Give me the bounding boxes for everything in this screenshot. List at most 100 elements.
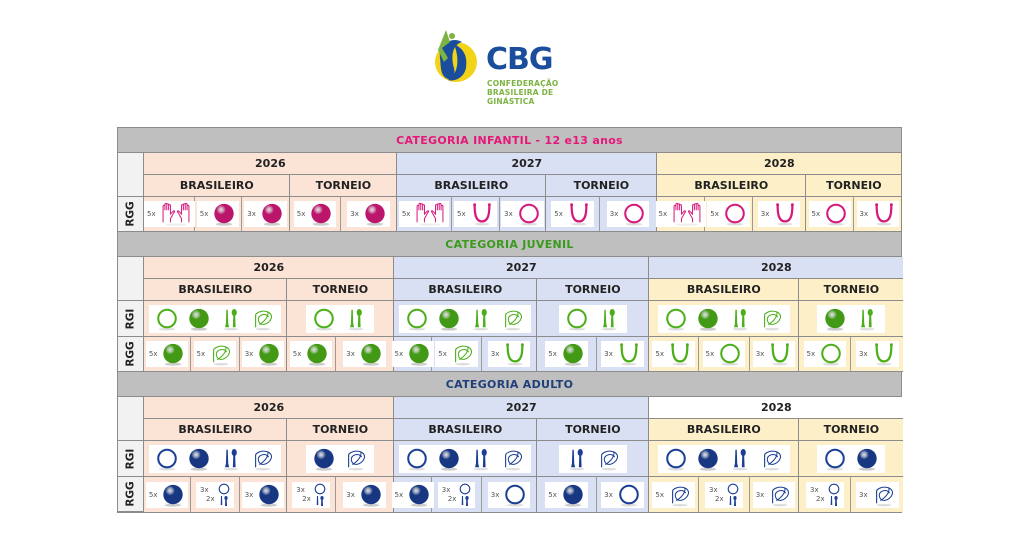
ball-icon	[407, 483, 431, 507]
rope-icon	[503, 342, 527, 366]
rgg-cell: 3x	[500, 197, 546, 231]
row-label-text: RGG	[124, 201, 137, 227]
ribbon-icon	[760, 307, 784, 331]
ball-tile: 3x	[244, 201, 287, 227]
rope-icon	[773, 202, 797, 226]
year-header-2028: 2028	[649, 397, 904, 419]
rope-tile: 5x	[453, 201, 497, 227]
ball-icon	[260, 202, 284, 226]
ball-icon	[437, 307, 461, 331]
ball-tile: 5x	[145, 341, 189, 367]
ball-tile: 5x	[289, 341, 333, 367]
row-label-rgi: RGI	[118, 441, 144, 477]
event-header-brasileiro: BRASILEIRO	[144, 175, 291, 197]
ball-icon	[561, 483, 585, 507]
individual-apparatus-tile	[657, 444, 790, 473]
rgg-cell: 3x	[336, 337, 393, 371]
rgg-group: 5x 3x	[537, 337, 650, 371]
ball-tile: 5x	[196, 201, 240, 227]
hoop-icon	[664, 307, 688, 331]
rgg-group: 3x 2x 3x	[287, 477, 395, 512]
rgg-cell: 5x	[287, 337, 336, 371]
clubs-icon	[728, 307, 752, 331]
rope-icon	[567, 202, 591, 226]
rope-icon	[872, 202, 896, 226]
ball-icon	[305, 342, 329, 366]
logo-subtitle-line: GINÁSTICA	[487, 97, 535, 106]
logo-title: CBG	[486, 42, 554, 77]
rgi-cell	[287, 441, 395, 476]
event-header-brasileiro: BRASILEIRO	[649, 419, 800, 441]
hoop-icon	[823, 447, 847, 471]
multiplier: 5x	[655, 490, 664, 499]
rgi-cell	[649, 441, 800, 476]
multiplier: 5x	[655, 350, 664, 358]
hoop-icon	[727, 483, 738, 494]
rgg-cell: 3x	[750, 477, 799, 512]
clubs-icon	[855, 307, 879, 331]
multiplier: 3x	[244, 350, 254, 358]
multiplier-clubs: 2x	[206, 494, 215, 503]
cbg-logo: CBG CONFEDERAÇÃO BRASILEIRA DE GINÁSTICA	[430, 22, 570, 112]
event-header-brasileiro: BRASILEIRO	[144, 419, 288, 441]
ribbon-icon	[597, 447, 621, 471]
multiplier-hoop: 3x	[810, 485, 819, 494]
year-header-2027: 2027	[397, 153, 658, 175]
rgg-cell: 3x	[851, 337, 903, 371]
logo-subtitle-line: BRASILEIRA DE	[487, 88, 554, 97]
ribbon-icon	[451, 342, 475, 366]
rope-icon	[617, 342, 641, 366]
year-header-2027: 2027	[394, 397, 650, 419]
rgg-group: 5x 5x 3x	[397, 197, 547, 231]
rgi-row	[144, 441, 904, 477]
rgi-cell	[394, 301, 538, 336]
hoop-tile: 5x	[702, 341, 746, 367]
category-header-adulto: CATEGORIA ADULTO	[118, 372, 901, 397]
rgi-row	[144, 301, 904, 337]
multiplier: 5x	[394, 350, 404, 358]
combo-icons	[314, 483, 326, 507]
rgi-cell	[799, 301, 904, 336]
event-header-brasileiro: BRASILEIRO	[144, 279, 288, 301]
rgg-cell: 3x	[240, 477, 287, 512]
ball-icon	[312, 447, 336, 471]
multiplier: 3x	[859, 490, 868, 499]
multiplier: 3x	[609, 210, 619, 218]
multiplier-clubs: 2x	[447, 494, 457, 503]
event-header-row: BRASILEIRO TORNEIO BRASILEIRO TORNEIO BRASIL…	[144, 419, 904, 441]
rgi-cell	[537, 441, 650, 476]
event-header-torneio: TORNEIO	[799, 419, 904, 441]
rgg-group: 5x 3x 2x 3x	[649, 477, 800, 512]
category-header-juvenil: CATEGORIA JUVENIL	[118, 232, 901, 257]
ribbon-tile: 5x	[435, 341, 478, 367]
rgg-group: 5x 5x 3x	[391, 337, 538, 371]
year-header-2026: 2026	[144, 153, 398, 175]
clubs-icon	[565, 447, 589, 471]
ball-tile: 3x	[241, 341, 285, 367]
clubs-icon	[219, 447, 243, 471]
rgg-group: 5x 3x	[806, 197, 902, 231]
ribbon-icon	[668, 483, 692, 507]
corner-cell	[118, 153, 144, 197]
hoop-icon	[622, 202, 646, 226]
year-header-2026: 2026	[144, 397, 395, 419]
row-label-column: RGI RGG	[118, 257, 145, 372]
hoop-icon	[503, 483, 527, 507]
multiplier-clubs: 2x	[816, 494, 825, 503]
event-header-brasileiro: BRASILEIRO	[397, 175, 547, 197]
ball-tile: 3x	[343, 481, 386, 508]
multiplier-clubs: 2x	[715, 494, 724, 503]
hoop-icon	[664, 447, 688, 471]
clubs-icon	[728, 447, 752, 471]
rgg-cell: 5x	[452, 197, 500, 231]
multiplier: 5x	[438, 350, 447, 358]
hoop-tile: 5x	[808, 201, 852, 227]
multiplier: 3x	[504, 210, 513, 218]
rope-tile: 3x	[601, 341, 644, 367]
ribbon-tile: 3x	[752, 481, 796, 508]
rgg-cell: 5x	[290, 197, 341, 231]
corner-cell	[118, 397, 144, 441]
event-header-brasileiro: BRASILEIRO	[394, 279, 538, 301]
rgg-group: 5x 3x	[799, 337, 904, 371]
ball-icon	[561, 342, 585, 366]
